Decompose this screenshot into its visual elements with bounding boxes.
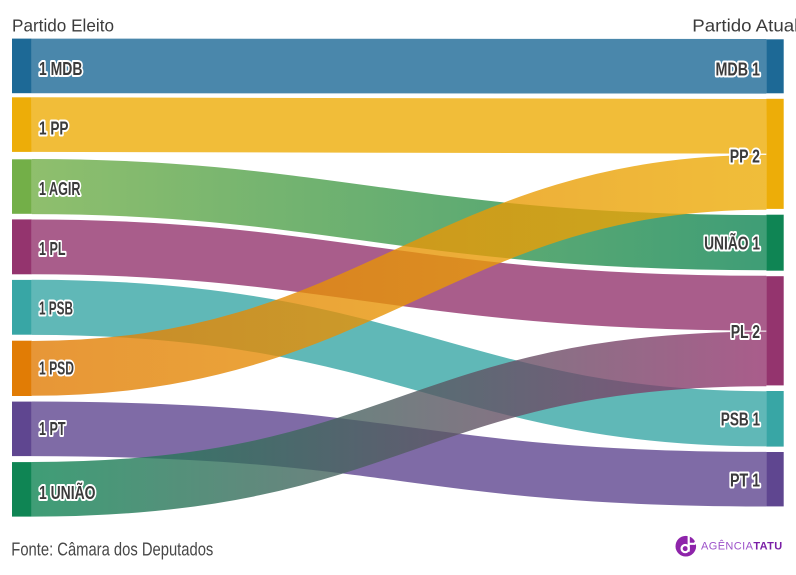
svg-text:1 AGIR: 1 AGIR (39, 179, 81, 199)
svg-text:Partido Atual: Partido Atual (692, 16, 796, 36)
svg-text:1 PP: 1 PP (39, 119, 69, 139)
svg-text:1 PSB: 1 PSB (39, 299, 73, 319)
svg-text:Fonte: Câmara dos Deputados: Fonte: Câmara dos Deputados (11, 539, 213, 559)
svg-text:PP 2: PP 2 (730, 146, 760, 166)
svg-text:UNIÃO 1: UNIÃO 1 (704, 232, 760, 253)
svg-text:1 PT: 1 PT (39, 419, 66, 439)
svg-text:Partido Eleito: Partido Eleito (12, 16, 114, 36)
svg-text:PT 1: PT 1 (730, 470, 760, 490)
svg-text:PSB 1: PSB 1 (721, 409, 760, 429)
svg-text:1 UNIÃO: 1 UNIÃO (39, 482, 96, 503)
svg-text:1 PL: 1 PL (39, 239, 66, 259)
svg-text:1 PSD: 1 PSD (39, 358, 74, 378)
svg-text:PL 2: PL 2 (731, 322, 760, 342)
svg-text:1 MDB: 1 MDB (39, 59, 83, 79)
svg-text:MDB 1: MDB 1 (716, 59, 761, 79)
svg-text:AGÊNCIATATU: AGÊNCIATATU (701, 540, 783, 553)
